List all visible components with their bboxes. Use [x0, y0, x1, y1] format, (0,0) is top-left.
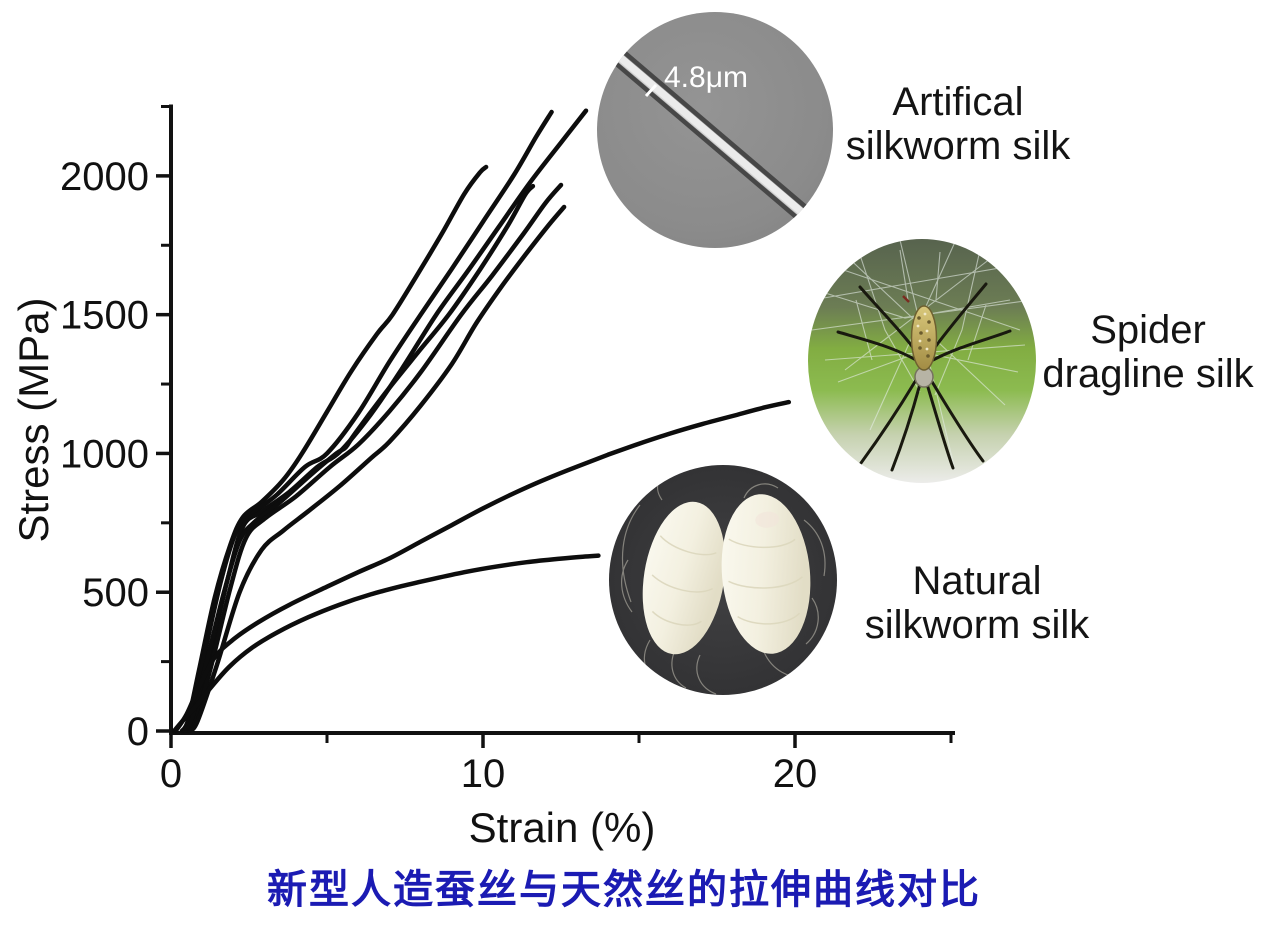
y-tick-label: 1500: [60, 294, 149, 338]
cocoon-right: [721, 494, 811, 654]
curve-artificial-silkworm-1: [179, 164, 489, 734]
x-tick-label: 20: [773, 752, 818, 796]
curve-artificial-silkworm-6: [187, 204, 567, 734]
y-tick-label: 2000: [60, 155, 149, 199]
figure-caption: 新型人造蚕丝与天然丝的拉伸曲线对比: [267, 868, 981, 912]
y-tick-label: 0: [127, 710, 149, 754]
inset-artificial-fiber-photo: 4.8μm: [597, 12, 833, 248]
inset-spider-photo: [808, 239, 1036, 483]
scale-tick: [644, 83, 658, 98]
plot-area: 0 10 20 0 500 1000 1500 2000: [60, 104, 955, 796]
artificial-silk-label-line1: Artifical: [892, 80, 1024, 124]
natural-silk-label-line2: silkworm silk: [864, 603, 1090, 647]
fiber-edge: [599, 30, 831, 229]
y-tick-label: 1000: [60, 432, 149, 476]
spider: [836, 282, 1012, 472]
y-tick-label: 500: [82, 571, 149, 615]
x-tick-label: 10: [461, 752, 506, 796]
fiber-diameter-label: 4.8μm: [664, 61, 748, 94]
curve-artificial-silkworm-2: [181, 109, 554, 734]
fiber-edge: [597, 41, 822, 240]
x-tick-label: 0: [160, 752, 182, 796]
curve-spider-dragline: [173, 399, 792, 734]
curve-artificial-silkworm-5: [185, 182, 564, 734]
curve-artificial-silkworm-3: [184, 108, 589, 734]
artificial-silk-label: Artifical silkworm silk: [846, 80, 1070, 168]
natural-silk-label-line1: Natural: [912, 559, 1042, 603]
spider-silk-label-line1: Spider: [1090, 308, 1206, 352]
inset-cocoon-photo: [609, 465, 837, 695]
x-axis-title: Strain (%): [468, 804, 656, 851]
spider-silk-label-line2: dragline silk: [1042, 352, 1254, 396]
artificial-silk-label-line2: silkworm silk: [845, 124, 1071, 168]
fiber-core: [597, 34, 828, 236]
natural-silk-label: Natural silkworm silk: [865, 559, 1089, 647]
spider-silk-label: Spider dragline silk: [1042, 308, 1253, 396]
curve-artificial-silkworm-4: [182, 183, 536, 734]
curve-natural-silkworm: [171, 553, 601, 734]
y-axis-title: Stress (MPa): [10, 297, 57, 543]
